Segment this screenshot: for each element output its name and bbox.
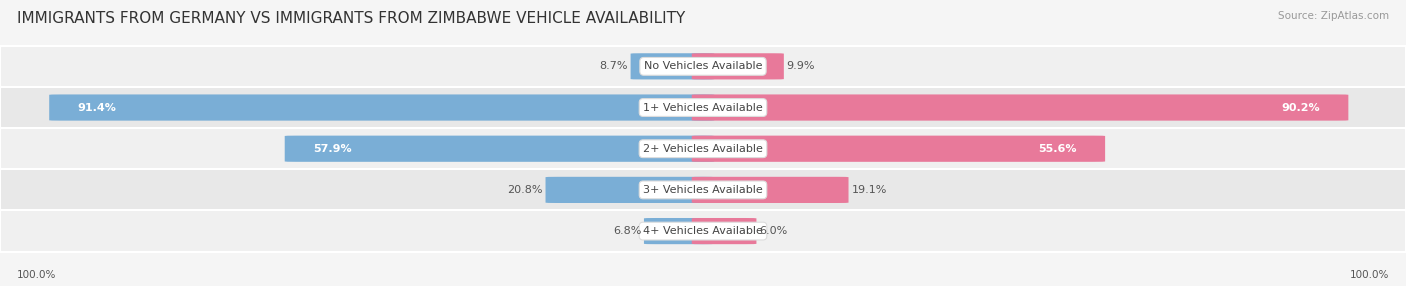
Text: Source: ZipAtlas.com: Source: ZipAtlas.com: [1278, 11, 1389, 21]
FancyBboxPatch shape: [644, 218, 714, 244]
Text: 9.9%: 9.9%: [787, 61, 815, 71]
FancyBboxPatch shape: [630, 53, 714, 80]
FancyBboxPatch shape: [0, 87, 1406, 128]
FancyBboxPatch shape: [0, 210, 1406, 252]
Text: 6.8%: 6.8%: [613, 226, 641, 236]
FancyBboxPatch shape: [49, 94, 714, 121]
Text: 4+ Vehicles Available: 4+ Vehicles Available: [643, 226, 763, 236]
Text: IMMIGRANTS FROM GERMANY VS IMMIGRANTS FROM ZIMBABWE VEHICLE AVAILABILITY: IMMIGRANTS FROM GERMANY VS IMMIGRANTS FR…: [17, 11, 685, 26]
Text: 91.4%: 91.4%: [77, 103, 117, 112]
Text: 1+ Vehicles Available: 1+ Vehicles Available: [643, 103, 763, 112]
Text: 2+ Vehicles Available: 2+ Vehicles Available: [643, 144, 763, 154]
Text: 6.0%: 6.0%: [759, 226, 787, 236]
Text: 100.0%: 100.0%: [17, 270, 56, 280]
Text: 57.9%: 57.9%: [314, 144, 352, 154]
Text: No Vehicles Available: No Vehicles Available: [644, 61, 762, 71]
Text: 90.2%: 90.2%: [1282, 103, 1320, 112]
Text: 8.7%: 8.7%: [599, 61, 627, 71]
FancyBboxPatch shape: [285, 136, 714, 162]
FancyBboxPatch shape: [692, 53, 785, 80]
Text: 100.0%: 100.0%: [1350, 270, 1389, 280]
FancyBboxPatch shape: [692, 218, 756, 244]
Text: 20.8%: 20.8%: [508, 185, 543, 195]
Legend: Immigrants from Germany, Immigrants from Zimbabwe: Immigrants from Germany, Immigrants from…: [513, 281, 893, 286]
Text: 3+ Vehicles Available: 3+ Vehicles Available: [643, 185, 763, 195]
Text: 19.1%: 19.1%: [852, 185, 887, 195]
FancyBboxPatch shape: [692, 177, 849, 203]
FancyBboxPatch shape: [0, 128, 1406, 169]
FancyBboxPatch shape: [546, 177, 714, 203]
FancyBboxPatch shape: [0, 46, 1406, 87]
FancyBboxPatch shape: [692, 136, 1105, 162]
FancyBboxPatch shape: [692, 94, 1348, 121]
FancyBboxPatch shape: [0, 169, 1406, 210]
Text: 55.6%: 55.6%: [1039, 144, 1077, 154]
